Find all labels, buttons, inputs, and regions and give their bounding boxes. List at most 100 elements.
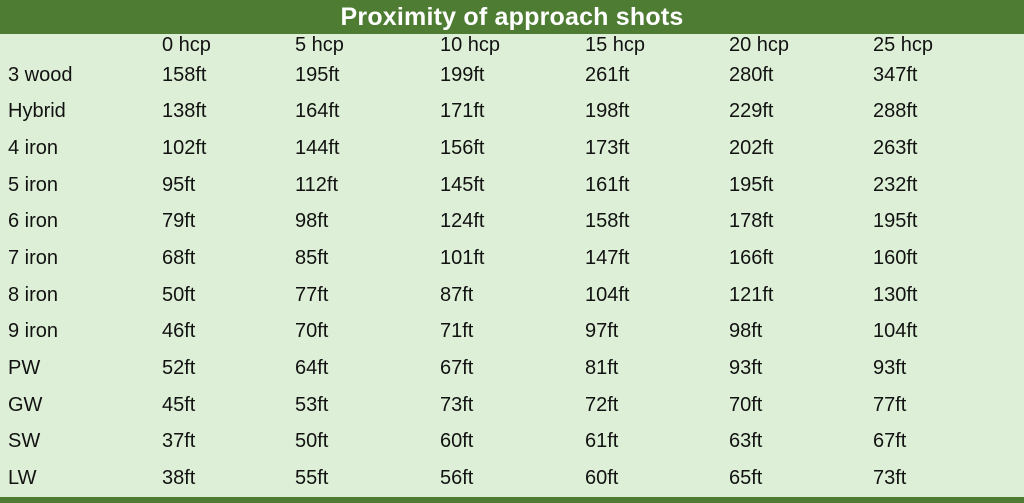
value-cell: 55ft (295, 467, 329, 490)
club-label: 3 wood (8, 63, 73, 86)
value-cell: 198ft (585, 100, 630, 123)
value-cell: 37ft (162, 430, 196, 453)
value-cell: 130ft (873, 283, 918, 306)
value-cell: 104ft (585, 283, 630, 306)
col-header-15-hcp: 15 hcp (585, 34, 646, 56)
page-title: Proximity of approach shots (340, 2, 684, 31)
value-cell: 63ft (729, 430, 763, 453)
club-label: LW (8, 467, 37, 490)
col-header-10-hcp: 10 hcp (440, 34, 501, 56)
table-row: 6 iron 79ft 98ft 124ft 158ft 178ft 195ft (0, 204, 1024, 241)
value-cell: 50ft (162, 283, 196, 306)
club-label: Hybrid (8, 100, 66, 123)
value-cell: 52ft (162, 357, 196, 380)
value-cell: 73ft (873, 467, 907, 490)
club-label: 7 iron (8, 247, 59, 270)
col-header-5-hcp: 5 hcp (295, 34, 344, 56)
club-label: 9 iron (8, 320, 59, 343)
value-cell: 288ft (873, 100, 918, 123)
value-cell: 160ft (873, 247, 918, 270)
value-cell: 68ft (162, 247, 196, 270)
value-cell: 232ft (873, 173, 918, 196)
value-cell: 67ft (873, 430, 907, 453)
club-label: GW (8, 393, 43, 416)
value-cell: 85ft (295, 247, 329, 270)
value-cell: 38ft (162, 467, 196, 490)
value-cell: 98ft (295, 210, 329, 233)
value-cell: 70ft (295, 320, 329, 343)
value-cell: 60ft (585, 467, 619, 490)
value-cell: 202ft (729, 137, 774, 160)
value-cell: 171ft (440, 100, 485, 123)
value-cell: 67ft (440, 357, 474, 380)
value-cell: 46ft (162, 320, 196, 343)
value-cell: 101ft (440, 247, 485, 270)
club-label: 6 iron (8, 210, 59, 233)
value-cell: 53ft (295, 393, 329, 416)
value-cell: 97ft (585, 320, 619, 343)
value-cell: 65ft (729, 467, 763, 490)
value-cell: 64ft (295, 357, 329, 380)
value-cell: 173ft (585, 137, 630, 160)
value-cell: 102ft (162, 137, 207, 160)
value-cell: 73ft (440, 393, 474, 416)
value-cell: 104ft (873, 320, 918, 343)
value-cell: 144ft (295, 137, 340, 160)
table-row: 5 iron 95ft 112ft 145ft 161ft 195ft 232f… (0, 167, 1024, 204)
value-cell: 195ft (729, 173, 774, 196)
value-cell: 77ft (295, 283, 329, 306)
table-row: LW 38ft 55ft 56ft 60ft 65ft 73ft (0, 460, 1024, 497)
value-cell: 199ft (440, 63, 485, 86)
table-row: SW 37ft 50ft 60ft 61ft 63ft 67ft (0, 424, 1024, 461)
club-label: 8 iron (8, 283, 59, 306)
value-cell: 158ft (585, 210, 630, 233)
value-cell: 98ft (729, 320, 763, 343)
value-cell: 138ft (162, 100, 207, 123)
value-cell: 158ft (162, 63, 207, 86)
table-row: 3 wood 158ft 195ft 199ft 261ft 280ft 347… (0, 57, 1024, 94)
value-cell: 280ft (729, 63, 774, 86)
club-label: 4 iron (8, 137, 59, 160)
table-row: GW 45ft 53ft 73ft 72ft 70ft 77ft (0, 387, 1024, 424)
value-cell: 61ft (585, 430, 619, 453)
bottom-accent-bar (0, 497, 1024, 503)
value-cell: 178ft (729, 210, 774, 233)
value-cell: 93ft (729, 357, 763, 380)
value-cell: 124ft (440, 210, 485, 233)
value-cell: 71ft (440, 320, 474, 343)
value-cell: 79ft (162, 210, 196, 233)
value-cell: 347ft (873, 63, 918, 86)
value-cell: 95ft (162, 173, 196, 196)
value-cell: 263ft (873, 137, 918, 160)
value-cell: 112ft (295, 173, 338, 196)
value-cell: 147ft (585, 247, 630, 270)
col-header-25-hcp: 25 hcp (873, 34, 934, 56)
value-cell: 195ft (295, 63, 340, 86)
value-cell: 261ft (585, 63, 630, 86)
table-row: PW 52ft 64ft 67ft 81ft 93ft 93ft (0, 350, 1024, 387)
corner-cell (0, 34, 162, 57)
table-row: 7 iron 68ft 85ft 101ft 147ft 166ft 160ft (0, 240, 1024, 277)
value-cell: 87ft (440, 283, 474, 306)
value-cell: 195ft (873, 210, 918, 233)
value-cell: 121ft (729, 283, 774, 306)
value-cell: 45ft (162, 393, 196, 416)
col-header-20-hcp: 20 hcp (729, 34, 790, 56)
value-cell: 81ft (585, 357, 619, 380)
club-label: SW (8, 430, 41, 453)
value-cell: 70ft (729, 393, 763, 416)
value-cell: 229ft (729, 100, 774, 123)
table-row: 4 iron 102ft 144ft 156ft 173ft 202ft 263… (0, 130, 1024, 167)
value-cell: 161ft (585, 173, 630, 196)
value-cell: 145ft (440, 173, 485, 196)
value-cell: 166ft (729, 247, 774, 270)
value-cell: 93ft (873, 357, 907, 380)
value-cell: 60ft (440, 430, 474, 453)
value-cell: 56ft (440, 467, 474, 490)
col-header-0-hcp: 0 hcp (162, 34, 211, 56)
header-row: 0 hcp 5 hcp 10 hcp 15 hcp 20 hcp 25 hcp (0, 34, 1024, 57)
value-cell: 164ft (295, 100, 340, 123)
table-row: 8 iron 50ft 77ft 87ft 104ft 121ft 130ft (0, 277, 1024, 314)
value-cell: 50ft (295, 430, 329, 453)
value-cell: 77ft (873, 393, 907, 416)
